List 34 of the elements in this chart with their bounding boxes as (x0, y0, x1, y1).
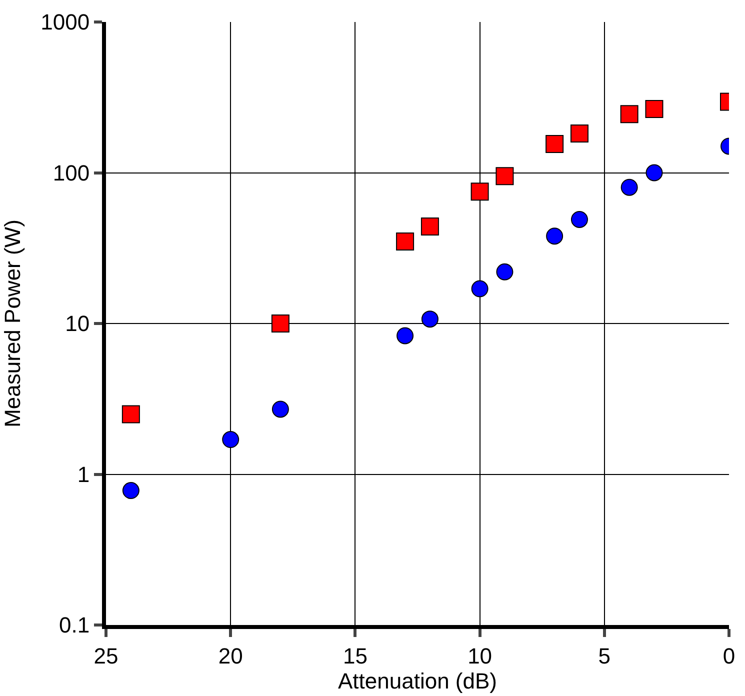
y-tick-label: 0.1 (59, 612, 90, 638)
point (496, 263, 514, 280)
x-tick-label: 25 (94, 643, 118, 668)
x-tick-label: 5 (598, 643, 611, 668)
point (420, 218, 439, 236)
point (546, 135, 564, 154)
point (620, 105, 638, 124)
point (546, 228, 564, 245)
x-axis-title: Attenuation (dB) (338, 668, 497, 694)
point (646, 164, 663, 182)
y-axis-title: Measured Power (W) (0, 220, 25, 428)
point (396, 232, 414, 250)
point (620, 178, 638, 196)
y-tick-label: 10 (65, 311, 90, 336)
point (271, 314, 290, 332)
y-tick-label: 1000 (40, 10, 90, 35)
y-tick-label: 100 (52, 160, 90, 186)
point (122, 405, 140, 424)
point (570, 210, 588, 228)
point (396, 327, 414, 344)
x-tick-label: 0 (722, 643, 736, 668)
point (272, 400, 289, 418)
x-tick-label: 15 (342, 643, 368, 668)
x-tick-label: 10 (468, 643, 492, 668)
point (222, 431, 240, 448)
point (496, 167, 514, 186)
point (470, 182, 489, 201)
x-tick-label: 20 (218, 643, 243, 668)
point (421, 310, 438, 328)
point (471, 280, 488, 298)
y-tick-label: 1 (77, 462, 90, 487)
point (122, 482, 140, 500)
point (570, 124, 588, 143)
point (645, 100, 664, 118)
